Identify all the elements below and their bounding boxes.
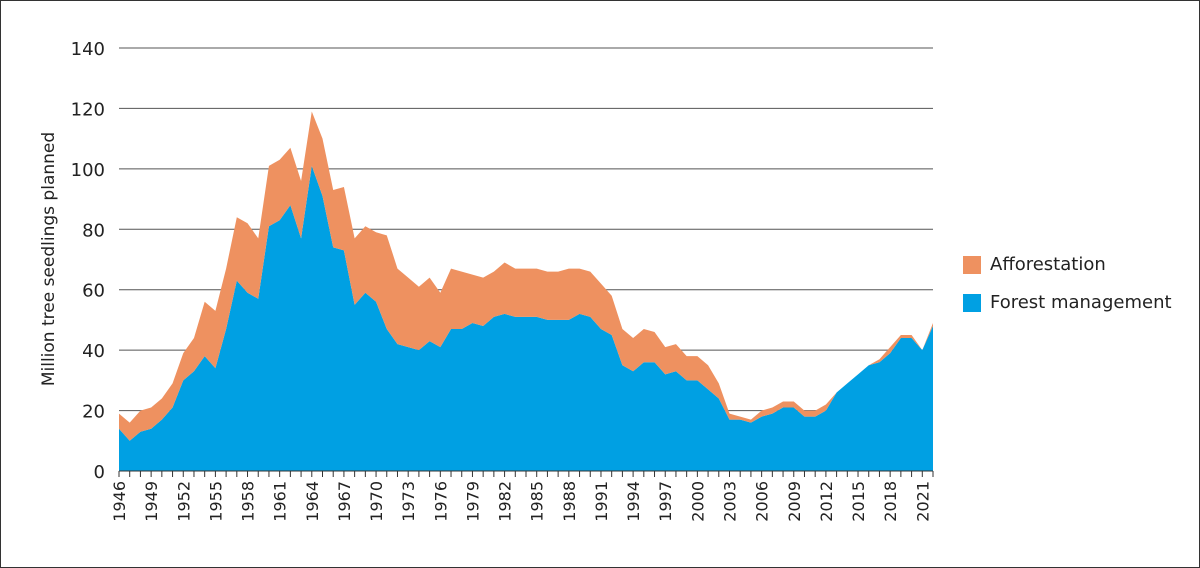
x-tick-label: 1964 <box>303 481 322 522</box>
x-axis: 1946 1949 1952 1955 1958 1961 1964 1967 1970 1973… <box>110 470 934 522</box>
x-tick-label: 2006 <box>753 481 772 522</box>
x-tick-label: 1982 <box>496 481 515 522</box>
x-tick-label: 1997 <box>656 481 675 522</box>
x-tick-label: 2012 <box>817 481 836 522</box>
x-tick-label: 1985 <box>528 481 547 522</box>
y-tick-label: 0 <box>94 462 105 483</box>
y-tick-label: 80 <box>82 220 105 241</box>
legend-label: Forest management <box>990 292 1172 313</box>
x-tick-label: 1979 <box>463 481 482 522</box>
y-tick-label: 60 <box>82 281 105 302</box>
area-forest-management <box>119 165 933 472</box>
y-tick-label: 100 <box>71 160 105 181</box>
x-tick-label: 1991 <box>592 481 611 522</box>
x-tick-label: 1973 <box>399 481 418 522</box>
x-tick-label: 2018 <box>881 481 900 522</box>
x-tick-label: 1976 <box>431 481 450 522</box>
x-tick-label: 1970 <box>367 481 386 522</box>
y-tick-label: 120 <box>71 99 105 120</box>
x-tick-label: 1946 <box>110 481 129 522</box>
area-afforestation <box>119 111 933 441</box>
x-tick-label: 1958 <box>239 481 258 522</box>
x-tick-label: 1955 <box>206 481 225 522</box>
legend-label: Afforestation <box>990 254 1106 275</box>
x-tick-label: 2021 <box>913 481 932 522</box>
x-tick-label: 1967 <box>335 481 354 522</box>
y-axis-label: Million tree seedlings planned <box>39 132 59 386</box>
legend-item-forest-management: Forest management <box>963 292 1172 313</box>
areas <box>119 111 933 472</box>
x-tick-label: 1949 <box>142 481 161 522</box>
afforestation-swatch <box>963 255 981 274</box>
x-tick-label: 1994 <box>624 481 643 522</box>
x-tick-label: 2000 <box>688 481 707 522</box>
legend-item-afforestation: Afforestation <box>963 254 1106 275</box>
x-tick-label: 2015 <box>849 481 868 522</box>
y-tick-label: 140 <box>71 39 105 60</box>
x-tick-label: 1961 <box>271 481 290 522</box>
x-tick-label: 2003 <box>721 481 740 522</box>
y-tick-label: 20 <box>82 402 105 423</box>
x-tick-label: 2009 <box>785 481 804 522</box>
y-axis: 0 20 40 60 80 100 120 140 <box>71 39 105 483</box>
forest-management-swatch <box>963 293 981 312</box>
x-tick-label: 1988 <box>560 481 579 522</box>
y-tick-label: 40 <box>82 341 105 362</box>
x-tick-label: 1952 <box>174 481 193 522</box>
